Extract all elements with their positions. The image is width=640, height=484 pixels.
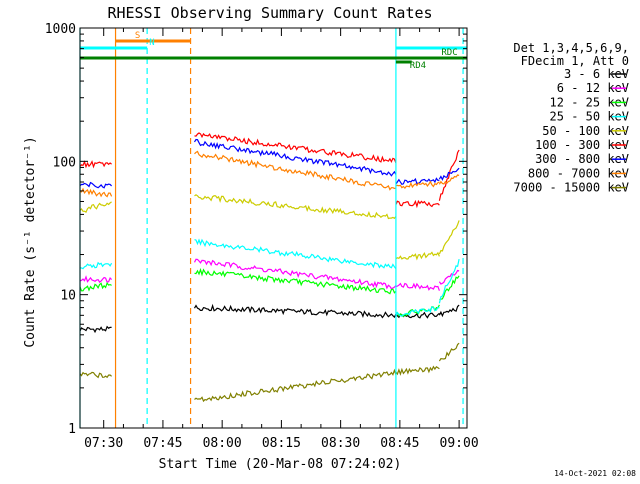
legend-header-line: FDecim 1, Att 0 (521, 54, 629, 68)
x-tick-label: 08:15 (262, 436, 301, 451)
legend-entry: 6 - 12 keV (557, 81, 629, 95)
footer-date: 14-Oct-2021 02:08 (554, 469, 636, 478)
flag-label: RD4 (410, 61, 426, 71)
series-line (438, 269, 460, 285)
x-tick-label: 08:00 (203, 436, 242, 451)
series-line (79, 275, 113, 283)
series-line (438, 258, 460, 304)
legend-entry: 100 - 300 keV (535, 138, 629, 152)
y-tick-label: 1000 (45, 22, 76, 37)
y-tick-label: 100 (53, 155, 76, 170)
legend-header-line: Det 1,3,4,5,6,9, (513, 41, 629, 55)
series-line (438, 149, 460, 201)
legend-entry: 7000 - 15000 keV (513, 181, 629, 195)
series-line (395, 306, 440, 317)
series-line (439, 275, 460, 301)
series-line (194, 267, 397, 295)
series-line (193, 138, 397, 177)
series-line (194, 132, 397, 164)
flag-label: RDC (441, 48, 457, 58)
series-line (79, 371, 112, 379)
legend-entry: 300 - 800 keV (535, 152, 629, 166)
flag-label: N (149, 38, 154, 48)
series-line (79, 325, 112, 334)
y-axis-label: Count Rate (s⁻¹ detector⁻¹) (23, 136, 38, 347)
series-line (194, 368, 397, 403)
plot-frame (79, 27, 468, 429)
series-line (395, 282, 440, 291)
series-line (79, 281, 112, 292)
chart-title: RHESSI Observing Summary Count Rates (107, 4, 432, 22)
series-line (193, 303, 397, 319)
legend-entry: 3 - 6 keV (564, 67, 629, 81)
series-line (194, 150, 396, 191)
series-line (395, 365, 440, 376)
series-line (438, 342, 460, 362)
x-axis-label: Start Time (20-Mar-08 07:24:02) (159, 457, 402, 472)
series-line (79, 160, 112, 169)
y-tick-label: 10 (60, 289, 76, 304)
legend-entry: 50 - 100 keV (542, 124, 629, 138)
series-line (193, 258, 397, 290)
series-line (438, 167, 460, 181)
x-tick-label: 08:30 (321, 436, 360, 451)
series-line (438, 220, 460, 255)
series-line (194, 194, 397, 220)
x-tick-label: 07:30 (84, 436, 123, 451)
series-line (79, 181, 113, 189)
series-line (438, 174, 460, 185)
legend-entry: 25 - 50 keV (550, 110, 629, 124)
series-line (395, 180, 440, 190)
flag-label: S (135, 31, 140, 41)
series-line (194, 238, 397, 270)
series-line (79, 201, 112, 213)
x-tick-label: 09:00 (440, 436, 479, 451)
series-line (438, 304, 460, 318)
x-tick-label: 08:45 (380, 436, 419, 451)
legend-entry: 12 - 25 keV (550, 95, 629, 109)
series-line (395, 199, 440, 209)
y-tick-label: 1 (68, 422, 76, 437)
legend-entry: 800 - 7000 keV (528, 166, 629, 180)
series-line (395, 251, 440, 261)
series-line (79, 261, 113, 270)
series-line (79, 187, 113, 198)
x-tick-label: 07:45 (143, 436, 182, 451)
